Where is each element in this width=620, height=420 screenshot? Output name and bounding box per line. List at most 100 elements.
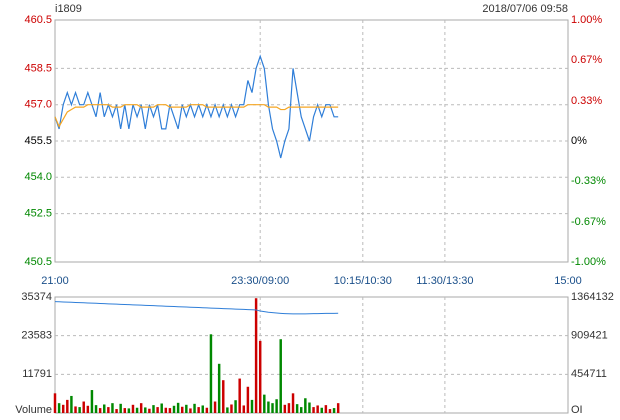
y2-tick-label: 0.67% [571, 54, 602, 66]
volume-bar [275, 399, 278, 413]
volume-bar [74, 406, 77, 413]
volume-bar [148, 408, 151, 413]
price-panel [54, 19, 569, 263]
y2-tick-label: -0.33% [571, 175, 606, 187]
volume-bar [328, 409, 332, 413]
volume-bar [185, 404, 188, 413]
volume-bar [279, 339, 282, 413]
volume-bar [152, 405, 155, 413]
y-tick-label: 454.0 [24, 171, 52, 183]
volume-bar [144, 407, 147, 413]
volume-bar [176, 402, 180, 413]
y2-tick-label: 1.00% [571, 14, 602, 26]
volume-bar [168, 408, 172, 413]
volume-bar [336, 403, 340, 413]
volume-bar [271, 403, 274, 413]
volume-bar [205, 407, 209, 413]
volume-bar [66, 399, 69, 413]
y2-tick-label: 1364132 [571, 291, 614, 303]
volume-bar [61, 404, 65, 413]
volume-bar [263, 394, 266, 413]
volume-bar [189, 408, 192, 413]
volume-bar [234, 400, 237, 413]
volume-bar [139, 403, 143, 413]
y-tick-label: 35374 [21, 291, 52, 303]
volume-bar [250, 399, 254, 413]
volume-bar [295, 404, 299, 413]
volume-bar [304, 398, 307, 413]
x-tick-label: 21:00 [41, 275, 69, 287]
volume-bar [242, 405, 246, 413]
volume-bar [201, 405, 204, 413]
volume-bar [78, 407, 81, 413]
volume-bar [258, 340, 262, 413]
volume-bar [119, 403, 122, 413]
y2-tick-label: -1.00% [571, 256, 606, 268]
y-tick-label: 458.5 [24, 62, 52, 74]
volume-bar [213, 401, 217, 413]
y-tick-label: 460.5 [24, 14, 52, 26]
y2-axis-label: OI [571, 404, 583, 416]
volume-bar [127, 408, 131, 413]
volume-bar [131, 404, 135, 413]
volume-bar [246, 386, 250, 413]
volume-bar [160, 403, 163, 413]
x-tick-label: 23:30/09:00 [231, 275, 289, 287]
volume-bar [291, 393, 295, 413]
volume-bar [53, 393, 57, 413]
y-tick-label: 450.5 [24, 256, 52, 268]
y2-tick-label: 909421 [571, 330, 608, 342]
datetime: 2018/07/06 09:58 [482, 3, 568, 15]
volume-bar [308, 402, 311, 413]
volume-bar [57, 403, 61, 413]
volume-bar [107, 407, 110, 413]
volume-bar [90, 390, 94, 413]
volume-bar [111, 403, 114, 413]
volume-bar [164, 407, 168, 413]
volume-bar [217, 363, 221, 413]
volume-bar [123, 408, 126, 413]
volume-bar [283, 404, 287, 413]
volume-bar [300, 407, 303, 413]
volume-bar [197, 407, 200, 413]
x-tick-label: 11:30/13:30 [416, 275, 473, 287]
volume-bar [98, 408, 102, 413]
volume-bar [267, 401, 270, 413]
volume-bar [226, 407, 229, 413]
y-axis-label: Volume [15, 404, 52, 416]
y-tick-label: 452.5 [24, 208, 52, 220]
volume-bar [222, 380, 225, 413]
y2-tick-label: 0.33% [571, 95, 602, 107]
volume-bar [332, 408, 336, 413]
volume-bar [156, 407, 159, 413]
y2-tick-label: -0.67% [571, 216, 606, 228]
volume-panel [54, 296, 569, 414]
volume-bar [135, 407, 139, 413]
y-tick-label: 455.5 [24, 135, 52, 147]
volume-bar [324, 405, 328, 413]
y-tick-label: 11791 [22, 368, 52, 380]
volume-bar [180, 406, 184, 413]
volume-bar [254, 298, 258, 413]
volume-bar [230, 404, 233, 413]
price-line [54, 104, 339, 128]
volume-bar [316, 405, 319, 413]
y-tick-label: 23583 [21, 330, 52, 342]
volume-bar [320, 407, 323, 413]
volume-bar [115, 409, 118, 413]
volume-bar [287, 403, 291, 413]
oi-line [54, 301, 339, 315]
x-tick-label: 10:15/10:30 [334, 275, 392, 287]
x-tick-label: 15:00 [554, 275, 582, 287]
volume-bar [103, 404, 106, 413]
volume-bar [82, 401, 85, 413]
y-tick-label: 457.0 [24, 99, 52, 111]
y2-tick-label: 454711 [571, 368, 607, 380]
y2-tick-label: 0% [571, 135, 587, 147]
symbol: i1809 [55, 3, 82, 15]
volume-bar [172, 405, 176, 413]
volume-bar [94, 405, 98, 413]
volume-bar [70, 395, 73, 413]
volume-bar [193, 403, 196, 413]
